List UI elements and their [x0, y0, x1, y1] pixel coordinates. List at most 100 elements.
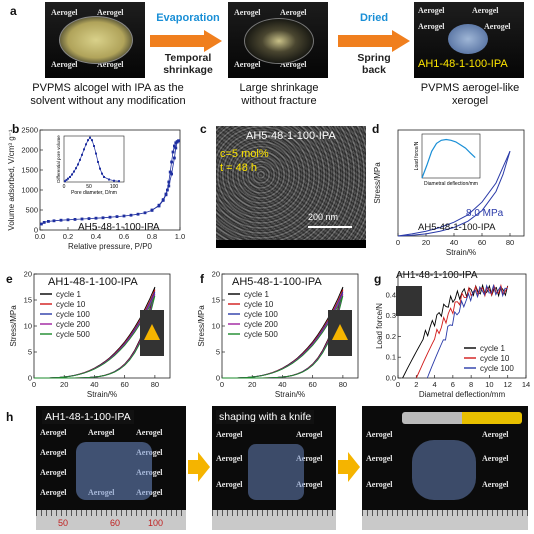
inset-point: [79, 158, 81, 161]
y-tick-label: 20: [212, 270, 220, 279]
inset-x-tick-label: 100: [110, 184, 119, 190]
watermark-text: Aerogel: [484, 22, 511, 31]
watermark-text: Aerogel: [280, 8, 307, 17]
inset-x-tick-label: 50: [86, 184, 92, 190]
y-tick-label: 0.0: [386, 374, 396, 383]
panel-h-label: h: [6, 410, 14, 424]
chart-g-load: 0 2 4 6 8 10 12 14 0.0 0.1 0.2 0.3 0.4 Diametral defl…: [376, 273, 530, 399]
inset-point: [85, 143, 87, 146]
legend-label: cycle 1: [480, 344, 505, 353]
isotherm-point: [73, 218, 77, 221]
watermark-text: Aerogel: [40, 468, 67, 477]
watermark-text: Aerogel: [40, 488, 67, 497]
inset-y-axis-label: Load force/N: [414, 141, 420, 170]
x-tick-label: 20: [248, 380, 256, 389]
inset-point: [97, 160, 99, 163]
chart-f-cyclic: 0 20 40 60 80 0 5 10 15 20 Strain/% Stress/MPa cycle…: [197, 270, 359, 399]
inset-x-axis-label: Diametral deflection/mm: [424, 181, 478, 187]
isotherm-line: [151, 140, 179, 211]
cycle-curve: [222, 286, 344, 379]
watermark-text: Aerogel: [296, 430, 323, 439]
inset-load-curve: [421, 138, 476, 179]
chart-f-inset-photo: [328, 310, 352, 356]
isotherm-point: [161, 199, 165, 202]
petri-dish: [59, 16, 133, 64]
isotherm-point: [66, 218, 70, 222]
inset-point: [101, 172, 103, 175]
watermark-text: Aerogel: [234, 8, 261, 17]
chart-g-sample-label: AH1-48-1-100-IPA: [396, 270, 478, 281]
photo2-label: shaping with a knife: [216, 410, 315, 424]
watermark-text: Aerogel: [418, 6, 445, 15]
x-tick-label: 60: [120, 380, 128, 389]
inset-y-axis-label: Differential pore volume: [56, 135, 61, 183]
y-tick-label: 0: [34, 226, 38, 235]
x-tick-label: 0: [396, 238, 400, 247]
y-tick-label: 15: [24, 296, 32, 305]
cycle-curve: [34, 295, 156, 379]
inset-point: [77, 163, 79, 166]
caption-alcogel: PVPMS alcogel with IPA as the solvent wi…: [30, 82, 186, 107]
watermark-grid: Aerogel Aerogel Aerogel Aerogel Aerogel …: [362, 430, 528, 508]
x-tick-label: 0.4: [91, 232, 101, 241]
scale-bar-label: 200 nm: [308, 212, 339, 222]
legend-label: cycle 10: [244, 300, 274, 309]
sample-label: AH1-48-1-100-IPA: [418, 58, 508, 70]
y-tick-label: 5: [216, 348, 220, 357]
y-axis-label: Volume adsorbed, V/cm³ g⁻¹: [7, 129, 16, 230]
ruler-label: 60: [110, 518, 121, 528]
isotherm-point: [173, 156, 176, 160]
y-tick-label: 1500: [21, 166, 38, 175]
inset-point: [65, 178, 68, 181]
y-axis-label: Stress/MPa: [197, 305, 206, 347]
y-tick-label: 0: [28, 374, 32, 383]
h-arrow-1: [188, 452, 210, 482]
isotherm-point: [108, 215, 112, 219]
y-tick-label: 15: [212, 296, 220, 305]
y-axis-label: Stress/MPa: [9, 305, 18, 347]
watermark-text: Aerogel: [216, 430, 243, 439]
legend-label: cycle 1: [56, 290, 81, 299]
isotherm-point: [80, 217, 84, 221]
x-tick-label: 0.8: [147, 232, 157, 241]
inset-point: [81, 153, 83, 156]
y-tick-label: 10: [24, 322, 32, 331]
chart-d-compression: 0 20 40 60 80 Strain/% Stress/MPa Diametral def…: [373, 129, 525, 257]
inset-point: [99, 167, 101, 170]
sem-time: t = 48 h: [220, 162, 258, 174]
inset-point: [103, 175, 105, 178]
legend-label: cycle 100: [56, 310, 90, 319]
x-tick-label: 20: [60, 380, 68, 389]
evaporation-label: Evaporation: [156, 12, 220, 24]
evaporation-arrow: [150, 30, 222, 52]
sem-sample-label: AH5-48-1-100-IPA: [246, 130, 336, 142]
cycle-curve: [222, 295, 344, 379]
sem-texture: [216, 126, 366, 248]
legend-label: cycle 1: [244, 290, 269, 299]
inset-point: [89, 136, 91, 139]
y-tick-label: 1000: [21, 186, 38, 195]
isotherm-point: [101, 216, 105, 220]
chart-f-sample-label: AH5-48-1-100-IPA: [232, 276, 322, 288]
inset-frame: [63, 135, 125, 183]
shaped-gel: [412, 440, 476, 500]
x-axis-label: Strain/%: [446, 248, 476, 257]
isotherm-point: [87, 217, 91, 220]
chart-e-cyclic: 0 20 40 60 80 0 5 10 15 20 Strain/% Stress/MPa cycle…: [9, 270, 171, 399]
petri-dish: [244, 18, 314, 64]
x-tick-label: 0.0: [35, 232, 45, 241]
legend-label: cycle 100: [244, 310, 278, 319]
x-tick-label: 0: [32, 380, 36, 389]
y-tick-label: 0.2: [386, 332, 396, 341]
x-tick-label: 60: [308, 380, 316, 389]
y-tick-label: 20: [24, 270, 32, 279]
inset-frame: [421, 133, 481, 179]
gel-photo-3: Aerogel Aerogel Aerogel Aerogel Aerogel …: [362, 406, 528, 530]
isotherm-point: [136, 212, 140, 216]
watermark-text: Aerogel: [51, 8, 78, 17]
caption-shrinkage: Large shrinkage without fracture: [239, 82, 319, 107]
plot-frame: [397, 129, 525, 237]
x-tick-label: 40: [278, 380, 286, 389]
sem-info-bar: [216, 240, 366, 248]
cycle-curve: [34, 286, 156, 379]
